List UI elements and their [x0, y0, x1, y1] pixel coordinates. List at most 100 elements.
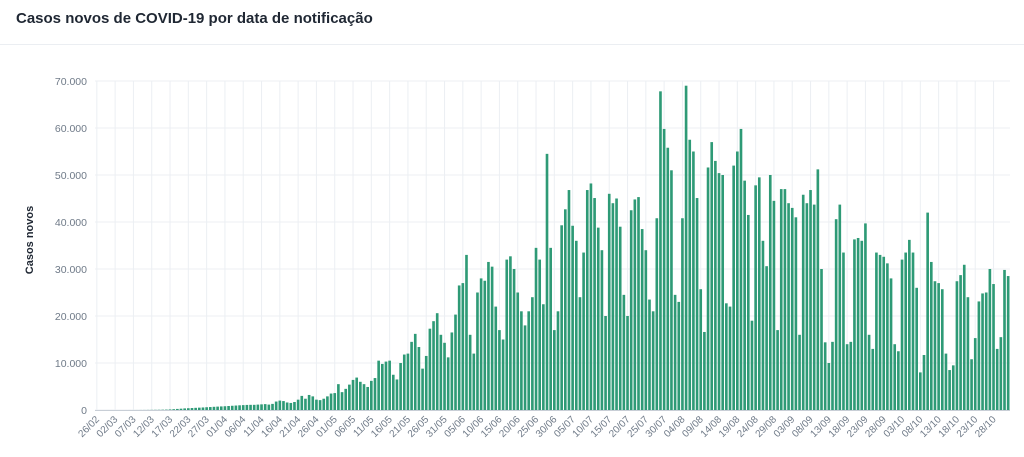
title-divider [0, 44, 1024, 45]
bar [304, 398, 307, 410]
bar [875, 252, 878, 410]
bar [498, 330, 501, 410]
bar [446, 357, 450, 410]
bar [194, 407, 197, 410]
bar [670, 170, 673, 410]
bar [728, 306, 732, 410]
bar [249, 404, 252, 410]
bar [267, 404, 271, 410]
bar [801, 194, 805, 410]
bar [322, 398, 326, 410]
bar [995, 348, 999, 410]
bar [388, 360, 391, 410]
bar [311, 396, 315, 410]
bar [984, 292, 988, 410]
bar [197, 407, 201, 410]
bar [834, 219, 838, 410]
bar [523, 325, 527, 410]
bar [406, 353, 410, 410]
bar [871, 348, 875, 410]
bar [889, 278, 893, 410]
bar [908, 239, 911, 410]
bar [725, 303, 728, 410]
bar [838, 204, 842, 410]
bar [761, 240, 765, 410]
bar [512, 269, 516, 410]
bar [296, 399, 300, 410]
bar [531, 297, 534, 410]
bar [739, 128, 743, 410]
bar [794, 217, 798, 410]
bar [187, 408, 190, 410]
bar [190, 408, 194, 410]
chart-title: Casos novos de COVID-19 por data de noti… [16, 10, 373, 27]
bar [897, 351, 900, 410]
bar [560, 225, 563, 410]
bar [300, 395, 304, 410]
bar [768, 175, 772, 410]
y-tick-label: 10.000 [55, 358, 87, 370]
bar [893, 344, 897, 410]
bar [900, 259, 904, 410]
bar [366, 386, 369, 410]
bar [831, 341, 834, 410]
bar [585, 190, 589, 410]
bar [461, 283, 465, 410]
bar [318, 400, 322, 410]
bar [805, 203, 809, 410]
bar [274, 401, 278, 410]
bar [929, 261, 933, 410]
bar [717, 173, 721, 410]
y-tick-label: 20.000 [55, 311, 87, 323]
bar [549, 247, 552, 410]
bar [973, 338, 977, 410]
bar [370, 380, 373, 410]
bar [435, 313, 439, 410]
bar [695, 198, 699, 410]
bar [988, 269, 992, 410]
bar [494, 306, 498, 410]
bar [633, 199, 637, 410]
bar [948, 370, 951, 410]
bar [736, 151, 739, 410]
bar [399, 363, 402, 410]
bar [743, 180, 746, 410]
bar [443, 342, 446, 410]
bar [285, 402, 289, 410]
bar [351, 379, 355, 410]
bar [205, 407, 208, 410]
bar [615, 198, 618, 410]
bar [326, 396, 329, 410]
bar [421, 368, 424, 410]
bar [626, 316, 629, 410]
bar [230, 405, 234, 410]
bar [571, 225, 574, 410]
bar [944, 353, 948, 410]
bar [413, 333, 417, 410]
bar [432, 321, 435, 410]
bar [315, 399, 318, 410]
bar [732, 165, 735, 410]
y-tick-label: 40.000 [55, 217, 87, 229]
bars-layer [106, 85, 1010, 411]
bar [977, 301, 981, 410]
bar [219, 406, 223, 410]
bar [746, 214, 750, 410]
bar [878, 254, 882, 410]
bar [655, 218, 659, 410]
bar [692, 151, 695, 410]
bar [377, 360, 380, 410]
bar [348, 384, 351, 410]
bar [593, 198, 596, 410]
bar [391, 374, 395, 410]
bar [926, 212, 929, 410]
bar [538, 259, 542, 410]
bar [867, 334, 871, 410]
bar [527, 311, 531, 410]
bar [472, 353, 476, 410]
y-tick-label: 70.000 [55, 76, 87, 88]
bar [245, 404, 249, 410]
bar [402, 354, 406, 410]
bar [278, 400, 282, 410]
